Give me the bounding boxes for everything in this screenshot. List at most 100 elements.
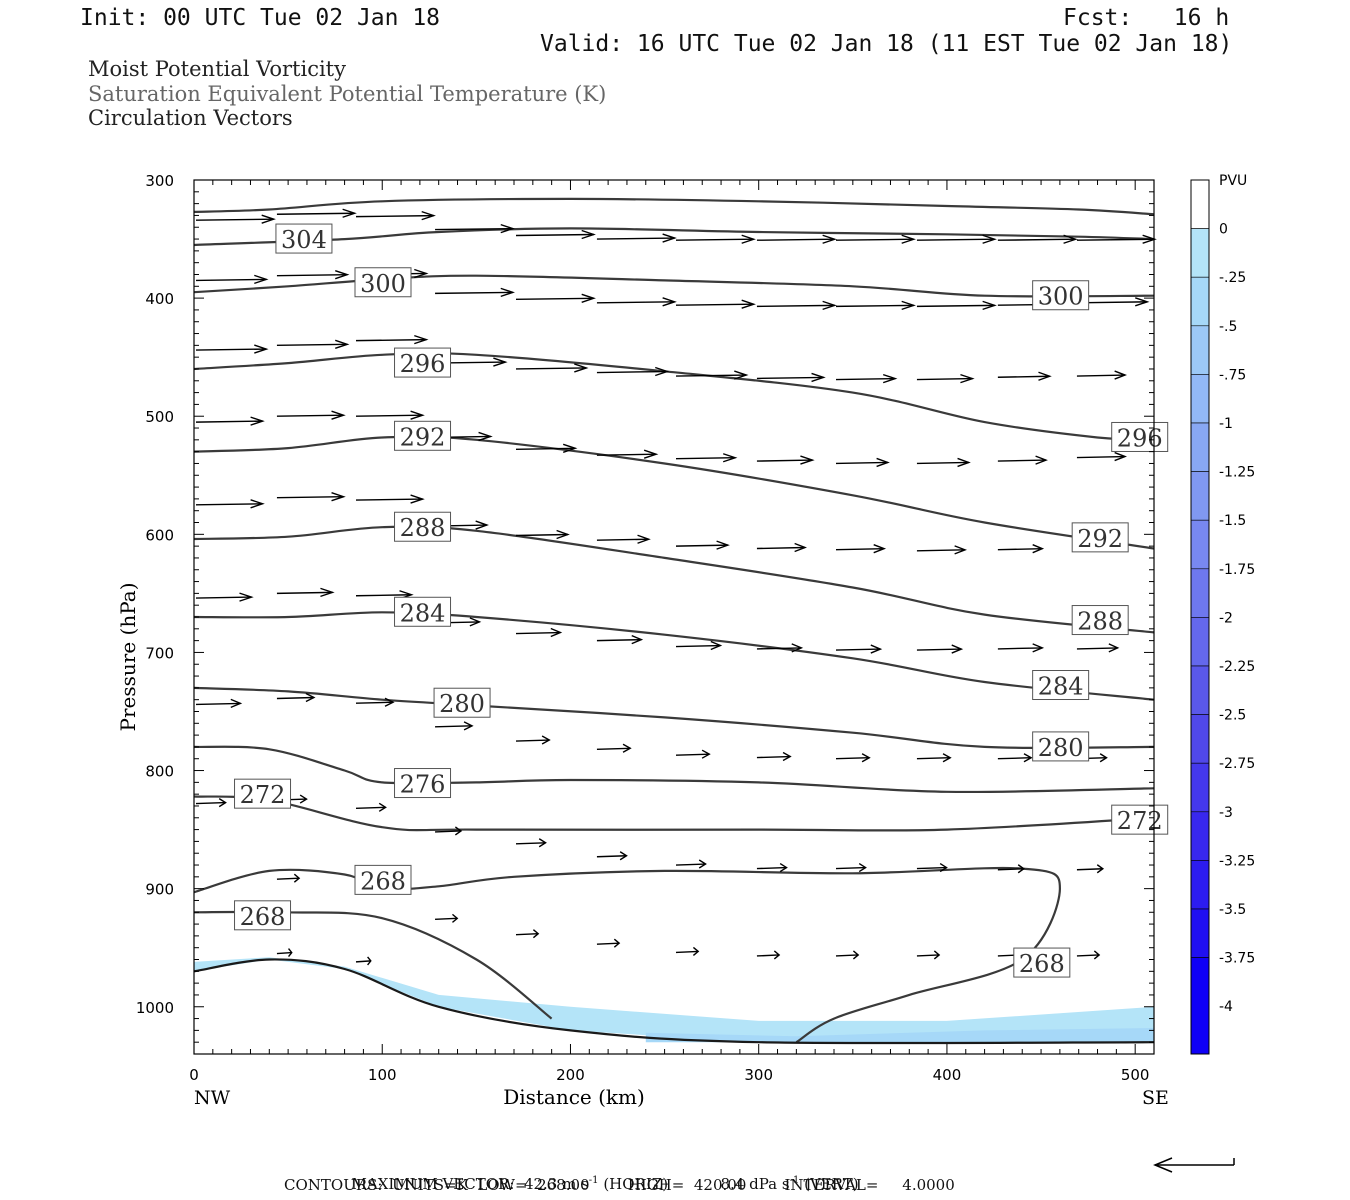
contour-label-288: 288	[394, 511, 452, 542]
plot-axes: 300 400 500 600 700 800 900 1000 0 100 200 300 400 50…	[116, 172, 1169, 1109]
vector-arrow	[195, 798, 227, 808]
theta-contour-288	[194, 525, 1154, 634]
contour-label-text: 296	[400, 350, 446, 378]
theta-contour-280	[194, 686, 1154, 750]
vector-arrow	[1076, 643, 1120, 653]
contour-label-284: 284	[1032, 670, 1090, 701]
contour-label-300: 300	[354, 267, 412, 298]
colorbar-tick-label: -.75	[1219, 367, 1246, 383]
theta-contour-300	[194, 274, 1154, 298]
vector-arrow	[675, 370, 749, 380]
contour-label-288: 288	[1071, 605, 1129, 636]
vector-arrow	[276, 270, 350, 280]
horiz-tag: (HORIZ)	[603, 1175, 669, 1193]
colorbar-tick-label: -2.5	[1219, 708, 1246, 724]
vector-arrow	[756, 862, 788, 873]
vector-arrow	[596, 297, 677, 307]
x-tick-label: 200	[556, 1066, 585, 1084]
vector-arrow	[916, 457, 971, 468]
contour-label-268: 268	[1013, 947, 1071, 978]
colorbar-tick-label: -3.25	[1219, 853, 1255, 869]
x-endpoint-left: NW	[194, 1087, 231, 1109]
y-tick-label: 300	[145, 172, 174, 190]
reference-vector-icon	[1153, 1157, 1235, 1173]
vector-arrow	[835, 457, 890, 468]
vector-arrow	[435, 287, 515, 298]
y-tick-label: 600	[145, 526, 174, 544]
vector-arrow	[596, 366, 670, 377]
contour-label-300: 300	[1032, 280, 1090, 311]
vector-arrow	[835, 373, 898, 384]
vector-arrow	[997, 455, 1048, 465]
colorbar-tick-label: -3	[1219, 805, 1233, 821]
theta-contour-292	[194, 435, 1154, 550]
horiz-exponent: -1	[588, 1175, 599, 1186]
contour-label-text: 268	[1019, 950, 1065, 978]
colorbar-swatch	[1190, 714, 1210, 764]
ref-vector-head	[1153, 1157, 1173, 1173]
vector-arrow	[675, 453, 738, 463]
vector-arrow	[916, 753, 952, 763]
colorbar-tick-label: 0	[1219, 222, 1228, 238]
contour-label-text: 272	[240, 781, 286, 809]
contour-label-text: 284	[1038, 673, 1084, 701]
vector-arrow	[515, 229, 596, 240]
colorbar-frame	[1190, 179, 1210, 1055]
colorbar: 0 -.25 -.5 -.75 -1 -1.25 -1.5 -1.75 -2 -2.25 -2.5 -…	[1190, 173, 1255, 1055]
colorbar-swatch	[1190, 228, 1210, 278]
x-tick-label: 500	[1121, 1066, 1150, 1084]
colorbar-swatch	[1190, 908, 1210, 958]
contour-label-296: 296	[394, 347, 452, 378]
vert-exponent: -1	[789, 1175, 800, 1186]
colorbar-swatch	[1190, 860, 1210, 910]
colorbar-swatch	[1190, 665, 1210, 715]
vector-arrow	[756, 455, 815, 465]
init-time: Init: 00 UTC Tue 02 Jan 18	[80, 5, 441, 31]
contour-label-text: 280	[1038, 734, 1084, 762]
vector-arrow	[916, 862, 948, 873]
vector-arrow	[596, 851, 628, 861]
x-endpoint-right: SE	[1142, 1087, 1169, 1109]
theta-contour-284	[194, 611, 1154, 701]
vector-arrow	[596, 938, 621, 948]
contour-label-text: 288	[400, 514, 446, 542]
vector-arrow	[515, 529, 570, 540]
vector-arrow	[835, 862, 867, 873]
contour-label-text: 304	[281, 226, 327, 254]
colorbar-tick-label: -2	[1219, 610, 1233, 626]
theta-contour-296	[194, 352, 1154, 441]
vector-arrow	[675, 540, 730, 550]
vector-arrow	[997, 544, 1045, 554]
colorbar-swatch	[1190, 179, 1210, 229]
vector-arrow	[835, 950, 860, 960]
vector-arrow	[596, 534, 651, 544]
title-theta-es: Saturation Equivalent Potential Temperat…	[88, 82, 607, 106]
contour-label-304: 304	[275, 223, 333, 254]
vector-arrow	[997, 234, 1078, 244]
colorbar-tick-label: -.5	[1219, 319, 1237, 335]
contour-label-text: 300	[1038, 283, 1084, 311]
contour-label-text: 276	[400, 771, 446, 799]
surface-line-path	[193, 958, 1155, 1045]
vector-arrow	[515, 627, 563, 638]
y-tick-label: 500	[145, 408, 174, 426]
contour-label-272: 272	[1111, 804, 1169, 835]
contour-label-text: 288	[1077, 608, 1123, 636]
max-vector-vert: 8.4 dPa s	[720, 1175, 790, 1193]
vector-arrow	[675, 299, 756, 309]
vector-arrow	[997, 643, 1045, 653]
vector-arrow	[195, 416, 265, 426]
vector-arrow	[997, 371, 1052, 381]
vector-arrow	[916, 644, 964, 654]
max-vector-label: MAXIMUM VECTOR:	[351, 1175, 515, 1193]
vector-arrow	[675, 946, 700, 956]
vector-arrow	[515, 293, 596, 303]
theta-contour-304	[194, 227, 1154, 247]
colorbar-tick-label: -1.5	[1219, 513, 1246, 529]
y-tick-label: 700	[145, 644, 174, 662]
x-axis-label: Distance (km)	[503, 1085, 645, 1109]
contour-label-268: 268	[234, 900, 292, 931]
contour-label-text: 292	[1077, 525, 1123, 553]
vector-arrow	[1076, 864, 1105, 874]
contour-label-text: 296	[1117, 424, 1163, 452]
